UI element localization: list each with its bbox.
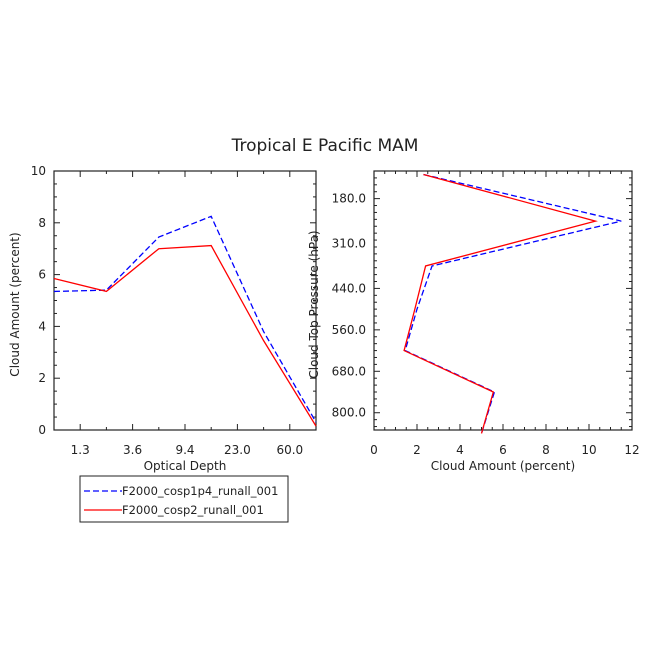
y-tick-label: 2	[38, 371, 46, 385]
x-tick-label: 8	[542, 443, 550, 457]
series-line	[404, 173, 622, 434]
legend-label: F2000_cosp2_runall_001	[122, 503, 264, 517]
x-tick-label: 3.6	[123, 443, 142, 457]
x-tick-label: 10	[581, 443, 596, 457]
y-tick-label: 310.0	[332, 237, 366, 251]
y-tick-label: 0	[38, 423, 46, 437]
series-line	[403, 173, 598, 434]
x-tick-label: 6	[499, 443, 507, 457]
x-axis-label: Optical Depth	[144, 459, 227, 473]
y-tick-label: 8	[38, 216, 46, 230]
cloud-top-pressure-chart: 0 2 4 6 8 10 12 180.0 310.0 440.0 560.0 680.0 800.0 C…	[307, 170, 640, 473]
series-line	[53, 244, 317, 427]
x-tick-label: 0	[370, 443, 378, 457]
x-tick-label: 60.0	[276, 443, 303, 457]
plot-frame	[53, 170, 317, 431]
x-tick-label: 9.4	[175, 443, 194, 457]
x-tick-label: 23.0	[224, 443, 251, 457]
legend-label: F2000_cosp1p4_runall_001	[122, 484, 278, 498]
y-tick-label: 680.0	[332, 364, 366, 378]
y-tick-label: 560.0	[332, 323, 366, 337]
page-title: Tropical E Pacific MAM	[231, 136, 419, 156]
legend: F2000_cosp1p4_runall_001 F2000_cosp2_runa…	[79, 475, 289, 523]
y-tick-label: 800.0	[332, 406, 366, 420]
y-tick-label: 180.0	[332, 192, 366, 206]
y-tick-label: 440.0	[332, 281, 366, 295]
optical-depth-chart: 0 2 4 6 8 10 1.3 3.6 9.4 23.0 60.0 Optical Depth Clo…	[8, 164, 317, 473]
x-tick-label: 2	[413, 443, 421, 457]
y-tick-label: 4	[38, 319, 46, 333]
series-line	[53, 215, 317, 423]
y-axis-label: Cloud Top Pressure (hPa)	[307, 230, 321, 378]
x-axis-label: Cloud Amount (percent)	[431, 459, 575, 473]
y-tick-label: 6	[38, 268, 46, 282]
x-tick-label: 4	[456, 443, 464, 457]
plot-frame	[373, 170, 633, 431]
x-tick-label: 1.3	[71, 443, 90, 457]
legend-box	[79, 475, 289, 523]
x-tick-label: 12	[624, 443, 639, 457]
y-tick-label: 10	[31, 164, 46, 178]
y-axis-label: Cloud Amount (percent)	[8, 232, 22, 376]
